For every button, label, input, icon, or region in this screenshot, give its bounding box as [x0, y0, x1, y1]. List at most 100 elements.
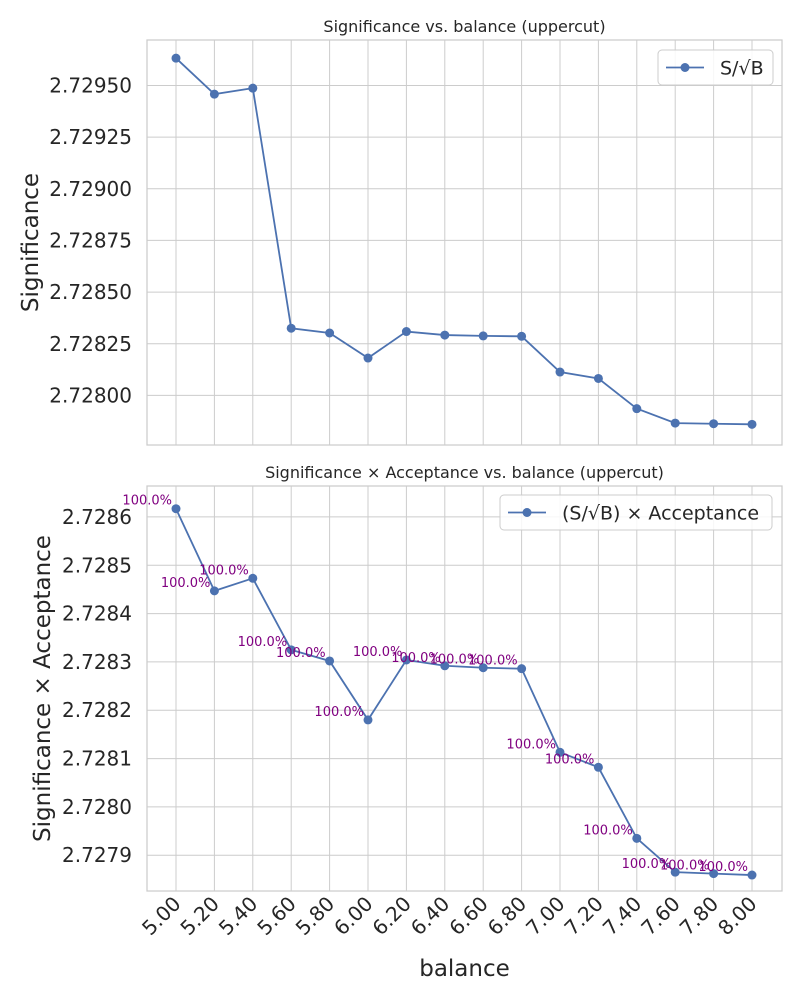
data-point: [517, 664, 527, 674]
y-tick-label: 2.72900: [49, 177, 132, 201]
legend-label: (S/√B) × Acceptance: [562, 503, 759, 525]
data-point: [593, 762, 603, 772]
point-annotation: 100.0%: [506, 737, 556, 752]
data-point: [478, 331, 488, 341]
point-annotation: 100.0%: [276, 646, 326, 661]
y-tick-label: 2.7279: [62, 843, 132, 867]
x-tick-label: 7.00: [521, 892, 569, 940]
y-tick-label: 2.72925: [49, 125, 132, 149]
data-point: [709, 419, 719, 429]
point-annotation: 100.0%: [122, 494, 172, 509]
y-tick-label: 2.7286: [62, 505, 132, 529]
y-tick-label: 2.72875: [49, 228, 132, 252]
data-point: [747, 870, 757, 880]
x-tick-label: 8.00: [713, 892, 761, 940]
plot-frame: [146, 485, 783, 892]
data-point: [209, 586, 219, 596]
data-point: [171, 504, 181, 514]
legend: S/√B: [657, 49, 774, 86]
y-tick-label: 2.7284: [62, 602, 132, 626]
panel-2: 2.7279 2.7280 2.7281 2.7282 2.7283 2.7284 2.72…: [30, 463, 783, 982]
x-tick-label: 6.40: [406, 892, 454, 940]
point-annotation: 100.0%: [430, 653, 480, 668]
y-tick-label: 2.72950: [49, 73, 132, 97]
x-tick-label: 5.60: [252, 892, 300, 940]
x-tick-label: 5.00: [137, 892, 185, 940]
y-tick-label: 2.7285: [62, 553, 132, 577]
x-tick-label: 7.20: [559, 892, 607, 940]
x-tick-label: 5.20: [175, 892, 223, 940]
point-annotation: 100.0%: [161, 576, 211, 591]
data-point: [286, 323, 296, 333]
x-tick-label: 7.40: [598, 892, 646, 940]
y-axis-label: Significance: [18, 173, 44, 312]
point-annotation: 100.0%: [238, 635, 288, 650]
point-annotation: 100.0%: [583, 823, 633, 838]
data-point: [248, 573, 258, 583]
data-point: [363, 353, 373, 363]
x-tick-label: 6.60: [444, 892, 492, 940]
data-point: [209, 89, 219, 99]
data-point: [478, 663, 488, 673]
x-tick-label: 5.40: [214, 892, 262, 940]
y-axis-label: Significance × Acceptance: [30, 535, 56, 842]
y-tick-label: 2.72850: [49, 280, 132, 304]
point-annotation: 100.0%: [353, 645, 403, 660]
legend-marker-swatch: [680, 63, 690, 72]
point-annotation: 100.0%: [391, 651, 441, 666]
data-point: [632, 404, 642, 414]
data-point: [286, 645, 296, 655]
point-annotation: 100.0%: [660, 859, 710, 874]
point-annotation: 100.0%: [622, 857, 672, 872]
point-annotation: 100.0%: [314, 705, 364, 720]
x-tick-label: 7.80: [675, 892, 723, 940]
data-point: [248, 83, 258, 93]
y-tick-label: 2.7280: [62, 795, 132, 819]
y-tick-label: 2.7283: [62, 650, 132, 674]
x-tick-label: 7.60: [636, 892, 684, 940]
data-point: [555, 747, 565, 757]
plot-frame: [146, 39, 783, 446]
data-point: [401, 655, 411, 665]
data-point: [632, 833, 642, 843]
data-point: [593, 373, 603, 383]
data-point: [325, 656, 335, 666]
data-point: [747, 419, 757, 429]
chart-title: Significance vs. balance (uppercut): [323, 17, 605, 36]
point-annotation: 100.0%: [468, 654, 518, 669]
data-point: [171, 53, 181, 63]
legend-box: [657, 49, 774, 86]
point-annotation: 100.0%: [199, 563, 249, 578]
x-tick-label: 6.20: [367, 892, 415, 940]
y-tick-label: 2.7282: [62, 698, 132, 722]
series-line: [175, 57, 753, 426]
panel-1: 2.72800 2.72825 2.72850 2.72875 2.72900 2.729…: [18, 17, 783, 446]
y-tick-label: 2.7281: [62, 747, 132, 771]
data-point: [709, 869, 719, 879]
data-point: [517, 331, 527, 341]
legend-marker-swatch: [522, 508, 532, 517]
data-point: [325, 328, 335, 338]
data-point: [401, 327, 411, 337]
data-point: [440, 661, 450, 671]
data-point: [363, 715, 373, 725]
x-tick-label: 6.00: [329, 892, 377, 940]
data-point: [670, 867, 680, 877]
y-tick-label: 2.72825: [49, 332, 132, 356]
data-point: [670, 418, 680, 428]
y-tick-label: 2.72800: [49, 383, 132, 407]
x-tick-label: 5.80: [291, 892, 339, 940]
data-point: [555, 367, 565, 377]
data-point: [440, 330, 450, 340]
chart-title: Significance × Acceptance vs. balance (u…: [265, 463, 664, 482]
legend: (S/√B) × Acceptance: [499, 494, 773, 531]
legend-box: [499, 494, 773, 531]
point-annotation: 100.0%: [545, 752, 595, 767]
point-annotation: 100.0%: [698, 860, 748, 875]
x-tick-label: 6.80: [483, 892, 531, 940]
series-line: [175, 508, 753, 876]
x-axis-label: balance: [419, 956, 510, 982]
legend-label: S/√B: [720, 58, 764, 80]
